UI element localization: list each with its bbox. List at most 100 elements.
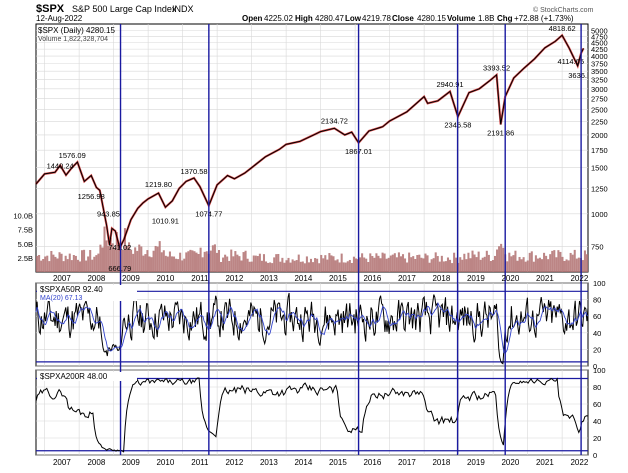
volume-bar [479, 259, 482, 272]
volume-bar [181, 260, 184, 272]
volume-bar [220, 261, 223, 272]
volume-bar [498, 246, 501, 272]
volume-bar [254, 255, 257, 272]
volume-bar [142, 255, 145, 272]
volume-bar [455, 257, 458, 272]
chg-label: Chg [497, 14, 513, 23]
volume-bar [273, 257, 276, 272]
volume-value: 1.8B [478, 14, 494, 23]
volume-bar [324, 255, 327, 272]
volume-bar [485, 250, 488, 272]
volume-bar [385, 258, 388, 272]
chg-value: +72.88 (+1.73%) [514, 14, 574, 23]
volume-bar [475, 257, 478, 272]
price-annotation: 1370.58 [180, 167, 207, 176]
volume-bar [275, 254, 278, 272]
price-tick-label: 2250 [591, 118, 608, 127]
volume-bar [322, 258, 325, 272]
volume-bar [291, 259, 294, 272]
volume-tick-label: 10.0B [13, 212, 33, 221]
volume-bar [577, 257, 580, 272]
breadth-tick-label: 100 [593, 279, 606, 288]
volume-bar [354, 258, 358, 272]
volume-bar [117, 242, 120, 272]
volume-axis: 2.5B 5.0B 7.5B 10.0B [13, 212, 33, 263]
volume-bar [125, 245, 129, 272]
x-tick-label-bottom: 2010 [156, 458, 174, 467]
volume-bar [391, 254, 394, 272]
volume-legend: Volume 1,822,328,704 [38, 36, 108, 43]
volume-bar [99, 244, 102, 272]
x-tick-label-top: 2013 [260, 274, 278, 283]
volume-bar [424, 253, 427, 272]
watermark: © StockCharts.com [533, 6, 594, 14]
volume-bar [83, 249, 86, 272]
volume-bar [193, 251, 196, 272]
volume-bar [446, 257, 450, 272]
volume-bar [252, 255, 255, 272]
price-tick-label: 4500 [591, 39, 608, 48]
volume-bar [148, 256, 151, 272]
volume-bar [416, 255, 419, 272]
volume-bar [76, 259, 79, 272]
volume-bar [316, 258, 319, 272]
volume-bar [48, 261, 51, 272]
volume-bar [101, 247, 104, 272]
volume-bar [375, 253, 378, 272]
volume-bar [340, 253, 343, 272]
volume-bar [314, 258, 317, 272]
volume-bar [451, 263, 454, 272]
volume-bar [103, 226, 106, 272]
volume-bar [222, 257, 225, 272]
volume-bar [493, 255, 497, 272]
volume-bar [154, 245, 157, 272]
volume-bar [449, 259, 452, 272]
volume-bar [406, 262, 409, 272]
volume-bar [543, 252, 546, 272]
price-annotation: 1010.91 [152, 217, 179, 226]
volume-bar [350, 262, 353, 272]
volume-bar [410, 257, 413, 272]
volume-bar [541, 259, 544, 272]
volume-bar [477, 251, 480, 272]
volume-bar [559, 251, 562, 272]
volume-bar [40, 260, 43, 272]
price-annotation: 4818.62 [549, 24, 576, 33]
volume-bar [146, 250, 149, 272]
volume-label: Volume [447, 14, 476, 23]
volume-bar [285, 260, 288, 272]
price-tick-label: 2000 [591, 131, 608, 140]
close-value: 4280.15 [417, 14, 446, 23]
volume-bar [367, 261, 370, 272]
breadth-tick-label: 80 [593, 383, 601, 392]
x-tick-label-bottom: 2017 [398, 458, 416, 467]
price-tick-label: 2750 [591, 95, 608, 104]
volume-bar [334, 260, 337, 272]
breadth-tick-label: 0 [593, 451, 597, 460]
volume-bar [38, 254, 41, 272]
volume-bar [318, 263, 321, 272]
volume-bar [166, 256, 169, 272]
volume-bar [342, 262, 345, 272]
x-tick-label-bottom: 2013 [260, 458, 278, 467]
volume-bar [183, 258, 186, 272]
volume-bar [387, 257, 390, 272]
volume-bar [301, 261, 304, 272]
volume-bar [320, 254, 323, 272]
volume-bar [283, 262, 286, 272]
price-tick-label: 1500 [591, 164, 608, 173]
volume-bar [483, 256, 486, 272]
price-annotation: 1440.24 [47, 161, 74, 170]
volume-bar [496, 249, 499, 272]
x-tick-label-top: 2008 [87, 274, 105, 283]
volume-bar [549, 254, 552, 272]
volume-bar [569, 252, 572, 272]
price-annotation: 1219.80 [145, 180, 172, 189]
price-tick-label: 4250 [591, 45, 608, 54]
volume-bar [463, 253, 466, 272]
volume-bar [365, 258, 368, 272]
exchange: INDX [172, 4, 194, 14]
volume-bar [305, 256, 308, 272]
x-tick-label-top: 2007 [53, 274, 71, 283]
